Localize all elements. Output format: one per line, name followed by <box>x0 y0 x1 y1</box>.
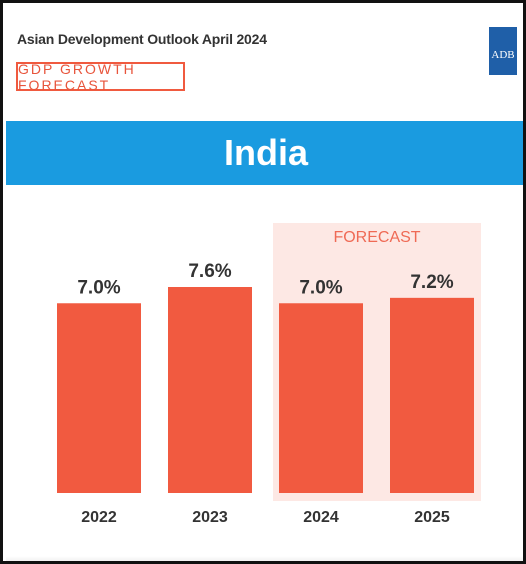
footer-strip <box>6 556 523 561</box>
forecast-label: FORECAST <box>333 229 421 246</box>
x-tick-label-2022: 2022 <box>81 509 117 526</box>
gdp-growth-forecast-badge: GDP GROWTH FORECAST <box>16 61 185 93</box>
x-tick-label-2024: 2024 <box>303 509 339 526</box>
bar-2025 <box>390 297 474 493</box>
bar-2024 <box>279 303 363 493</box>
x-tick-label-2025: 2025 <box>414 509 450 526</box>
gdp-bar-chart: 7.0% 2022 7.6% 2023 7.0% 2024 7.2% 2025 <box>57 261 474 526</box>
value-label-2023: 7.6% <box>188 261 231 282</box>
value-label-2025: 7.2% <box>410 272 453 293</box>
bar-2023 <box>168 287 252 493</box>
bar-2022 <box>57 303 141 493</box>
value-label-2024: 7.0% <box>299 277 342 298</box>
country-band: India <box>6 121 523 185</box>
country-name: India <box>223 132 308 173</box>
x-tick-label-2023: 2023 <box>192 509 228 526</box>
value-label-2022: 7.0% <box>77 277 120 298</box>
report-title: Asian Development Outlook April 2024 <box>17 31 267 47</box>
adb-logo: ADB <box>489 27 517 75</box>
